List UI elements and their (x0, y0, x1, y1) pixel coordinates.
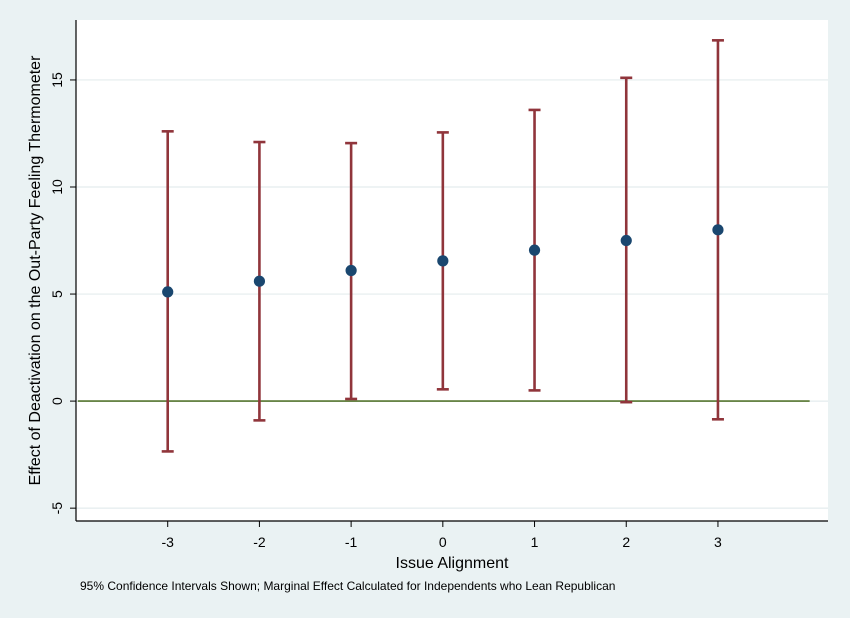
data-point (345, 264, 357, 277)
data-point (712, 224, 724, 236)
x-tick-label: 1 (531, 534, 539, 550)
axes: -5 0 5 10 15 -3 -2 -1 0 1 2 3 (49, 20, 828, 550)
y-tick-label: -5 (49, 502, 65, 515)
x-tick-label: -2 (253, 534, 266, 550)
y-tick-label: 5 (49, 290, 65, 298)
y-tick-label: 0 (49, 397, 65, 405)
chart-note: 95% Confidence Intervals Shown; Marginal… (80, 579, 615, 593)
x-tick-label: -1 (345, 534, 358, 550)
plot-area (76, 20, 828, 521)
y-tick-label: 15 (49, 72, 65, 88)
data-point (437, 255, 449, 267)
points (162, 224, 724, 298)
x-tick-label: 2 (622, 534, 630, 550)
y-axis-title: Effect of Deactivation on the Out-Party … (27, 55, 44, 486)
x-tick-label: -3 (161, 534, 174, 550)
data-point (620, 234, 632, 247)
data-point (528, 244, 541, 256)
x-axis-title: Issue Alignment (396, 555, 510, 572)
data-point (162, 286, 174, 298)
x-tick-label: 0 (439, 534, 447, 550)
x-tick-label: 3 (714, 534, 722, 550)
data-point (253, 275, 266, 287)
y-tick-label: 10 (49, 179, 65, 195)
